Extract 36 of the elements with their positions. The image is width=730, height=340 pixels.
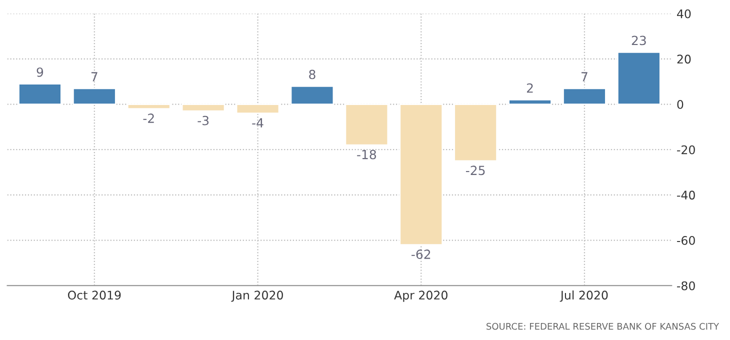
data-label: -2 [143, 114, 154, 123]
data-label: 2 [526, 83, 533, 93]
y-tick-label: -20 [677, 145, 695, 154]
bar [562, 88, 606, 105]
y-tick-label: 40 [677, 9, 691, 18]
data-label: 7 [582, 72, 588, 82]
data-label: 23 [632, 36, 646, 46]
y-tick-label: 0 [677, 100, 684, 109]
bar [399, 104, 444, 246]
y-tick-label: -60 [677, 236, 695, 245]
bar [508, 99, 552, 105]
y-tick-label: -80 [677, 281, 695, 290]
x-tick-label: Jan 2020 [231, 290, 283, 302]
x-tick-label: Apr 2020 [394, 290, 448, 302]
bar [72, 88, 116, 105]
bar [344, 104, 389, 146]
bar [290, 85, 334, 105]
x-tick-label: Oct 2019 [68, 290, 121, 300]
x-tick-label: Jul 2020 [560, 290, 608, 302]
data-label: 7 [91, 72, 98, 82]
bar [18, 83, 62, 105]
data-label: 8 [309, 70, 316, 80]
bar [126, 104, 171, 110]
bar [181, 104, 226, 112]
data-label: -4 [252, 118, 264, 128]
data-label: -62 [412, 250, 430, 260]
y-tick-label: -40 [677, 190, 695, 200]
bar [617, 51, 661, 105]
bar [454, 104, 498, 162]
bar [236, 104, 280, 114]
data-label: -25 [466, 166, 485, 176]
y-tick-label: 20 [677, 54, 691, 64]
data-label: -3 [198, 116, 209, 126]
data-label: -18 [357, 150, 376, 160]
data-label: 9 [36, 67, 44, 77]
source-note: SOURCE: FEDERAL RESERVE BANK OF KANSAS CITY [486, 322, 720, 330]
